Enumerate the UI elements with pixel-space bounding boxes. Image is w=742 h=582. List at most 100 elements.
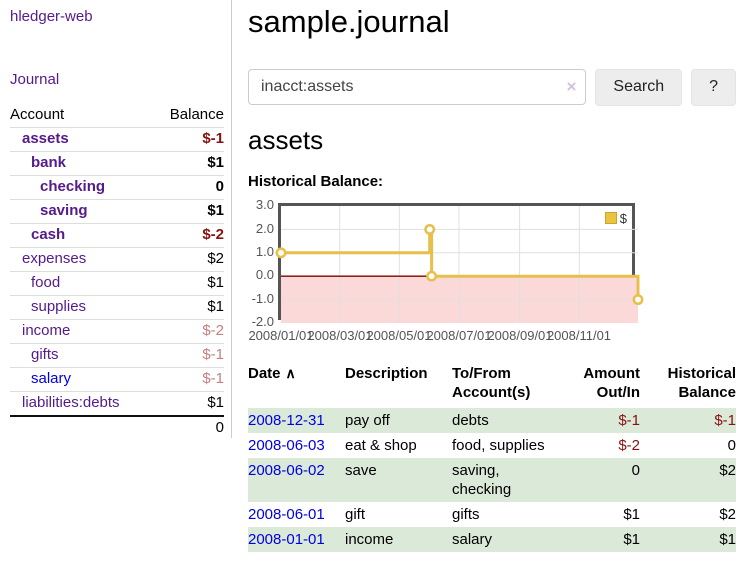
- transaction-date-link[interactable]: 2008-06-01: [248, 505, 325, 523]
- transaction-amount: $-1: [618, 411, 640, 429]
- account-row: saving $1: [10, 199, 224, 224]
- account-link-expenses[interactable]: expenses: [22, 250, 87, 267]
- account-row: gifts $-1: [10, 343, 224, 368]
- account-link-checking[interactable]: checking: [40, 178, 106, 195]
- account-balance: $1: [159, 295, 224, 320]
- account-link-income[interactable]: income: [22, 322, 71, 339]
- column-header-accounts: To/From Account(s): [452, 364, 531, 401]
- column-header-balance: Historical Balance: [667, 364, 736, 401]
- transaction-amount: $-2: [618, 436, 640, 454]
- account-row: supplies $1: [10, 295, 224, 320]
- account-row: bank $1: [10, 151, 224, 176]
- transaction-date-link[interactable]: 2008-06-03: [248, 436, 325, 454]
- transaction-date-link[interactable]: 2008-01-01: [248, 530, 325, 548]
- register-row: 2008-06-02 save saving, checking 0 $2: [248, 457, 736, 502]
- transaction-date-link[interactable]: 2008-06-02: [248, 461, 325, 479]
- clear-search-icon[interactable]: ×: [566, 77, 577, 97]
- register-row: 2008-12-31 pay off debts $-1 $-1: [248, 407, 736, 433]
- main-content: sample.journal × Search ? assets Histori…: [248, 0, 736, 552]
- transaction-accounts: debts: [452, 411, 489, 429]
- transaction-accounts: saving, checking: [452, 461, 512, 498]
- transaction-accounts: salary: [452, 530, 493, 548]
- transaction-description: pay off: [345, 411, 390, 429]
- accounts-header-account: Account: [10, 103, 160, 128]
- y-tick-label: 0.0: [255, 266, 274, 282]
- account-balance: 0: [159, 175, 224, 200]
- transaction-balance: $-1: [714, 411, 736, 429]
- column-header-description: Description: [345, 364, 428, 382]
- account-balance: $-1: [159, 367, 224, 392]
- transaction-date-link[interactable]: 2008-12-31: [248, 411, 325, 429]
- account-link-saving[interactable]: saving: [40, 202, 88, 219]
- account-row: salary $-1: [10, 367, 224, 392]
- page-title: sample.journal: [248, 4, 450, 39]
- transaction-amount: 0: [631, 461, 640, 479]
- account-link-supplies[interactable]: supplies: [31, 298, 87, 315]
- x-tick-label: 2008/09/01: [487, 327, 553, 343]
- transaction-accounts: food, supplies: [452, 436, 545, 454]
- column-header-date-label: Date: [248, 364, 281, 382]
- y-tick-label: -1.0: [251, 290, 274, 306]
- transaction-accounts: gifts: [452, 505, 480, 523]
- account-link-gifts[interactable]: gifts: [31, 346, 59, 363]
- y-tick-label: 2.0: [255, 220, 274, 236]
- account-balance: $-1: [159, 127, 224, 152]
- transaction-description: save: [345, 461, 377, 479]
- register-row: 2008-01-01 income salary $1 $1: [248, 526, 736, 552]
- account-link-food[interactable]: food: [31, 274, 61, 291]
- y-tick-label: 3.0: [255, 196, 274, 212]
- historical-balance-chart: 3.0 2.0 1.0 0.0 -1.0 -2.0: [248, 197, 736, 347]
- register-row: 2008-06-01 gift gifts $1 $2: [248, 502, 736, 527]
- account-balance: $1: [159, 271, 224, 296]
- account-row: expenses $2: [10, 247, 224, 272]
- x-tick-label: 2008/05/01: [366, 327, 432, 343]
- accounts-header-row: Account Balance: [10, 103, 224, 128]
- search-form: × Search ?: [248, 68, 736, 106]
- help-button[interactable]: ?: [691, 68, 736, 106]
- register-table: Date ∧ Description To/From Account(s) Amo…: [248, 362, 736, 552]
- accounts-table: Account Balance assets $-1 bank $1 check…: [10, 103, 224, 440]
- x-tick-label: 2008/07/01: [426, 327, 492, 343]
- account-link-cash[interactable]: cash: [31, 226, 66, 243]
- search-input[interactable]: [248, 69, 587, 106]
- data-point-marker: [424, 223, 436, 235]
- search-button[interactable]: Search: [595, 68, 683, 106]
- chart-plot-area: $: [275, 202, 644, 323]
- account-link-bank[interactable]: bank: [31, 154, 67, 171]
- x-tick-label: 2008/03/01: [307, 327, 373, 343]
- sidebar-item-journal[interactable]: Journal: [10, 71, 60, 88]
- account-row: liabilities:debts $1: [10, 391, 224, 417]
- register-header-row: Date ∧ Description To/From Account(s) Amo…: [248, 362, 736, 408]
- legend-label: $: [619, 210, 627, 226]
- account-link-salary[interactable]: salary: [31, 370, 72, 387]
- account-balance: $1: [159, 151, 224, 176]
- account-balance: $1: [159, 199, 224, 224]
- account-balance: $-2: [159, 223, 224, 248]
- accounts-total-balance: 0: [159, 415, 224, 440]
- account-row: assets $-1: [10, 127, 224, 152]
- account-balance: $2: [159, 247, 224, 272]
- y-tick-label: 1.0: [255, 243, 274, 259]
- account-link-assets[interactable]: assets: [22, 130, 69, 147]
- account-row: cash $-2: [10, 223, 224, 248]
- accounts-header-balance: Balance: [159, 103, 224, 128]
- transaction-description: eat & shop: [345, 436, 417, 454]
- y-tick-label: -2.0: [251, 313, 274, 329]
- brand-link[interactable]: hledger-web: [10, 8, 93, 25]
- sidebar: hledger-web Journal Account Balance asse…: [0, 0, 232, 440]
- chart-heading: Historical Balance:: [248, 172, 384, 190]
- account-balance: $-1: [159, 343, 224, 368]
- transaction-balance: $1: [719, 530, 736, 548]
- transaction-balance: $2: [719, 461, 736, 479]
- column-header-amount: Amount Out/In: [583, 364, 640, 401]
- transaction-description: gift: [345, 505, 366, 523]
- x-tick-label: 2008/11/01: [546, 327, 612, 343]
- account-row: food $1: [10, 271, 224, 296]
- column-header-date[interactable]: Date ∧: [248, 362, 345, 408]
- account-balance: $1: [159, 391, 224, 417]
- transaction-balance: 0: [727, 436, 736, 454]
- x-tick-label: 2008/01/01: [248, 327, 314, 343]
- data-point-marker: [275, 246, 287, 258]
- data-point-marker: [426, 270, 438, 282]
- account-link-liabilities-debts[interactable]: liabilities:debts: [22, 394, 120, 411]
